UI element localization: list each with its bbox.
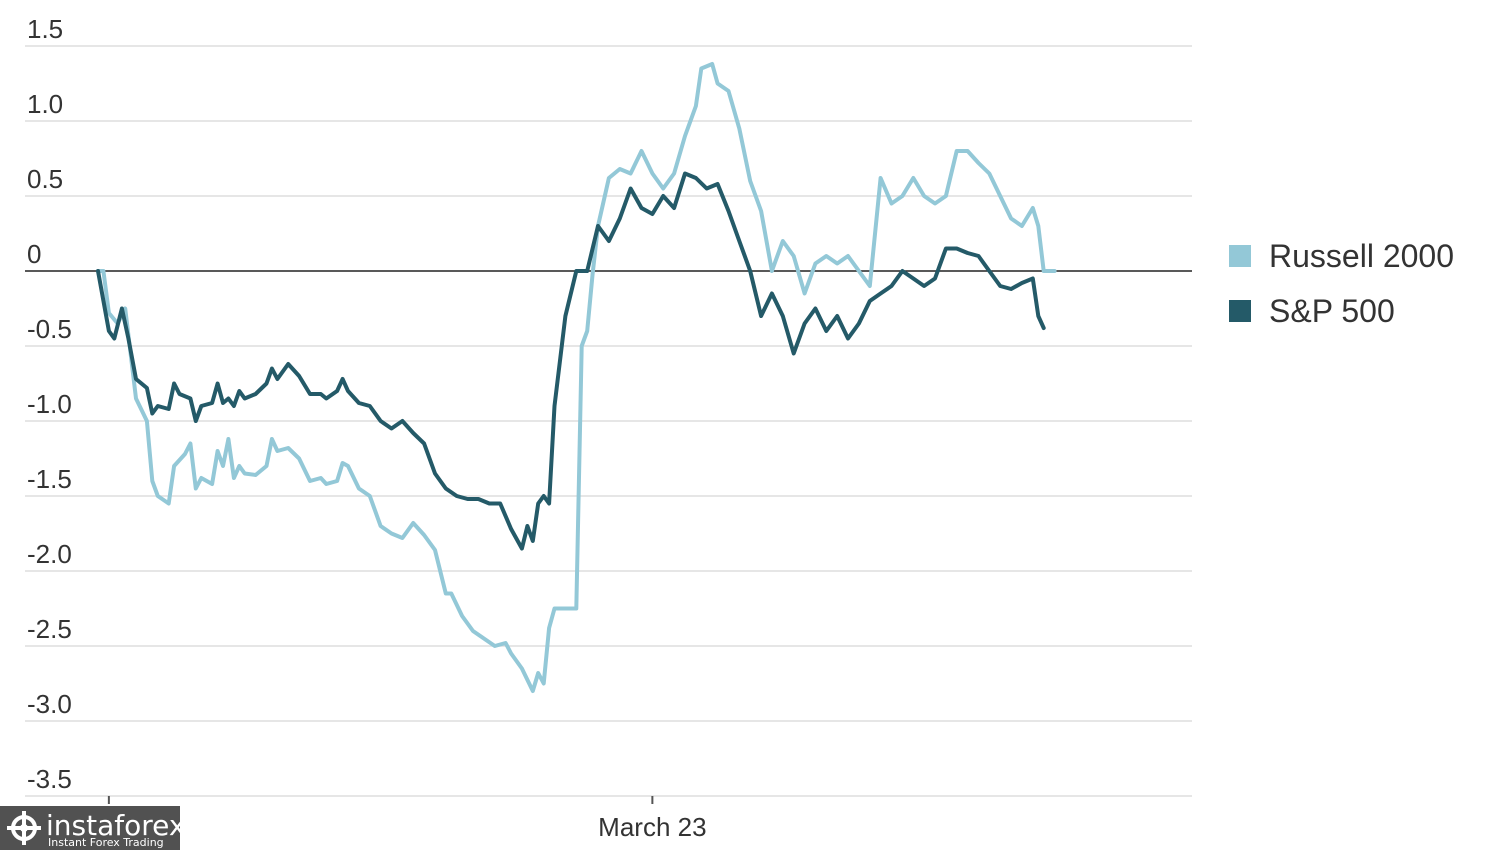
- series-line-0: [96, 62, 1057, 693]
- legend: Russell 2000 S&P 500: [1229, 238, 1454, 329]
- y-tick-label: -2.0: [27, 539, 72, 569]
- y-tick-label: 1.5: [27, 14, 63, 44]
- y-axis: 1.5 1.0 0.5 0 -0.5 -1.0 -1.5 -2.0 -2.5 -3.0 -3.5: [27, 14, 72, 794]
- legend-swatch: [1229, 300, 1251, 322]
- y-tick-label: -2.5: [27, 614, 72, 644]
- series-line-1: [96, 171, 1046, 551]
- y-tick-label: -0.5: [27, 314, 72, 344]
- x-tick-label: March 23: [598, 812, 706, 842]
- instaforex-watermark: instaforex Instant Forex Trading: [0, 806, 185, 850]
- y-tick-label: 0.5: [27, 164, 63, 194]
- series-lines: [96, 62, 1057, 693]
- x-axis: March 23: [107, 796, 707, 842]
- legend-label: Russell 2000: [1269, 238, 1454, 274]
- legend-label: S&P 500: [1269, 293, 1395, 329]
- legend-swatch: [1229, 245, 1251, 267]
- y-tick-label: -1.0: [27, 389, 72, 419]
- grid-lines: [25, 45, 1192, 797]
- y-tick-label: 1.0: [27, 89, 63, 119]
- instaforex-logo-icon: [7, 811, 41, 845]
- watermark-brand: instaforex: [46, 809, 185, 842]
- y-tick-label: -1.5: [27, 464, 72, 494]
- y-tick-label: 0: [27, 239, 41, 269]
- watermark-tagline: Instant Forex Trading: [48, 836, 164, 849]
- y-tick-label: -3.5: [27, 764, 72, 794]
- y-tick-label: -3.0: [27, 689, 72, 719]
